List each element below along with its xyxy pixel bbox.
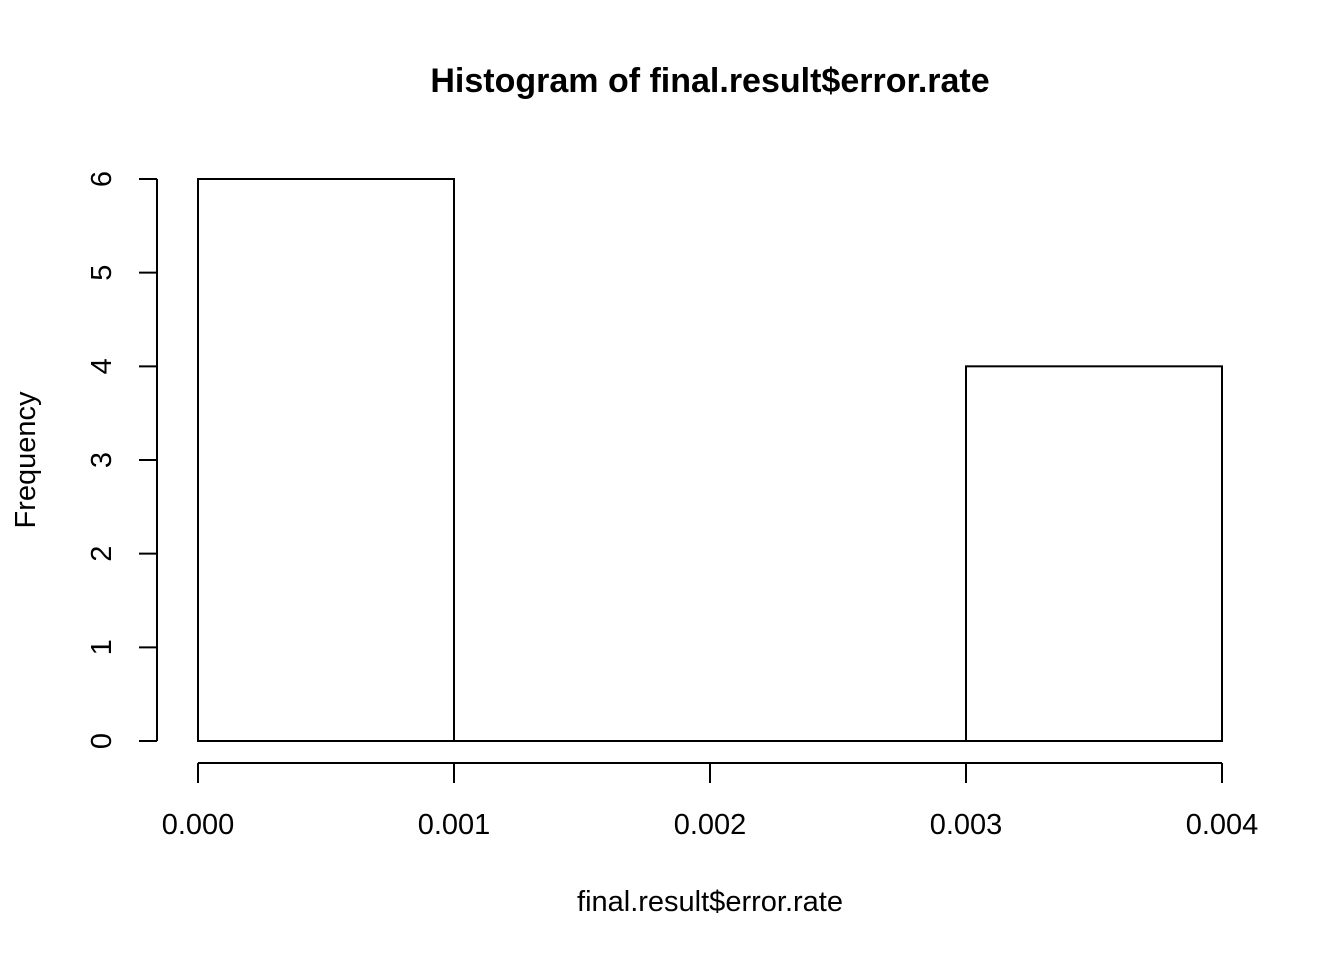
y-tick-label-6: 6 bbox=[86, 171, 118, 187]
y-tick-label-0: 0 bbox=[86, 733, 118, 749]
chart-title: Histogram of final.result$error.rate bbox=[430, 62, 989, 100]
bars-group bbox=[197, 178, 1223, 742]
x-tick-label-3: 0.003 bbox=[930, 809, 1003, 841]
y-tick-label-2: 2 bbox=[86, 546, 118, 562]
y-tick-label-3: 3 bbox=[86, 452, 118, 468]
x-tick-label-4: 0.004 bbox=[1186, 809, 1259, 841]
x-tick-label-2: 0.002 bbox=[674, 809, 747, 841]
x-tick-label-1: 0.001 bbox=[418, 809, 491, 841]
x-axis: 0.000 0.001 0.002 0.003 0.004 bbox=[162, 762, 1259, 841]
histogram-bar-3 bbox=[965, 365, 1223, 742]
histogram-bar-0 bbox=[197, 178, 455, 742]
y-tick-label-1: 1 bbox=[86, 639, 118, 655]
x-axis-label: final.result$error.rate bbox=[577, 886, 843, 918]
y-tick-label-4: 4 bbox=[86, 358, 118, 374]
y-axis-label: Frequency bbox=[10, 391, 42, 529]
x-tick-label-0: 0.000 bbox=[162, 809, 235, 841]
y-tick-label-5: 5 bbox=[86, 265, 118, 281]
y-axis: 0 1 2 3 4 5 6 bbox=[86, 171, 158, 749]
